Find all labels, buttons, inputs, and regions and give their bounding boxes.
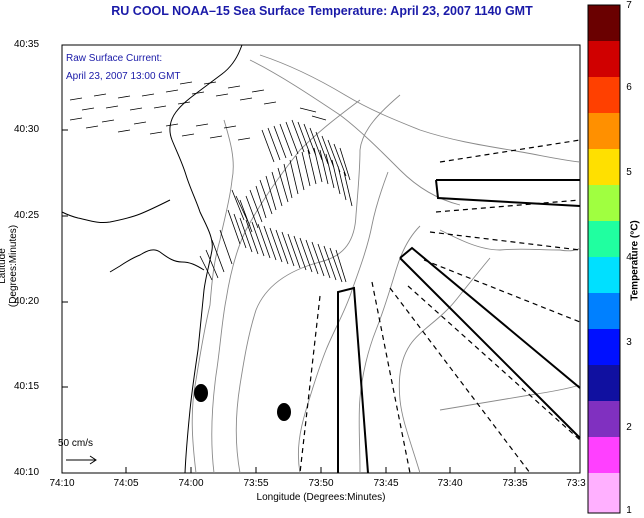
radar-beams (299, 139, 581, 474)
y-tick-label: 40:35 (14, 39, 40, 50)
dashed-line-8 (299, 295, 321, 474)
contour-7 (439, 229, 581, 252)
x-tick-label: 73:3 (566, 478, 586, 489)
coastline-bay (61, 199, 171, 223)
y-tick-label: 40:20 (14, 296, 40, 307)
x-tick-label: 73:40 (437, 478, 463, 489)
beam-dashed-lines (299, 139, 581, 474)
y-tick-label: 40:25 (14, 210, 40, 221)
x-tick-label: 74:05 (113, 478, 139, 489)
colorbar-band (588, 473, 620, 513)
colorbar-tick: 3 (626, 337, 632, 348)
dashed-line-5 (407, 285, 581, 441)
dashed-line-3 (429, 231, 581, 251)
x-axis-label: Longitude (Degrees:Minutes) (256, 492, 386, 503)
x-tick-label: 73:45 (373, 478, 399, 489)
dashed-line-4 (423, 259, 581, 323)
coastline (61, 44, 243, 474)
contour-8 (439, 384, 581, 411)
colorbar-band (588, 401, 620, 437)
current-vector (199, 119, 353, 283)
y-axis-label: Latitude (Degrees:Minutes) (0, 224, 19, 308)
colorbar-frame (587, 4, 621, 514)
colorbar-band (588, 293, 620, 329)
colorbar-tick: 5 (626, 167, 632, 178)
dashed-line-2 (435, 199, 581, 213)
bathymetry-contours (191, 54, 581, 474)
axis-ticks (61, 44, 581, 474)
dashed-line-1 (439, 139, 581, 163)
scale-label: 50 cm/s (58, 438, 94, 449)
beam-upper (435, 179, 581, 207)
contour-4 (297, 171, 389, 474)
colorbar-band (588, 5, 620, 41)
y-tick-label: 40:30 (14, 124, 40, 135)
contour-5 (358, 225, 421, 474)
surface-current-vectors (69, 81, 353, 283)
colorbar-band (588, 221, 620, 257)
contour-9 (259, 54, 581, 163)
station-marker-2 (277, 403, 291, 421)
colorbar-tick: 2 (626, 422, 632, 433)
x-tick-label: 73:35 (502, 478, 528, 489)
colorbar-band (588, 149, 620, 185)
x-tick-label: 74:00 (178, 478, 204, 489)
colorbar (587, 4, 621, 514)
coastline-main (169, 44, 243, 474)
contour-10 (249, 59, 461, 206)
y-tick-label: 40:10 (14, 467, 40, 478)
scale-arrow (66, 455, 97, 465)
x-tick-label: 73:55 (243, 478, 269, 489)
current-vector-sparse (69, 81, 327, 141)
dashed-line-6 (389, 287, 531, 474)
legend-line-1: Raw Surface Current: (66, 53, 163, 64)
colorbar-tick: 6 (626, 82, 632, 93)
coastline-inlet (109, 249, 205, 273)
contour-3 (235, 94, 401, 474)
colorbar-band (588, 329, 620, 365)
contour-6 (398, 257, 491, 474)
dashed-line-7 (371, 281, 411, 474)
colorbar-tick: 7 (626, 0, 632, 11)
colorbar-tick: 4 (626, 252, 632, 263)
colorbar-tick: 1 (626, 505, 632, 516)
y-tick-label: 40:15 (14, 381, 40, 392)
beam-diagonal (399, 246, 581, 439)
beam-vertical (337, 286, 369, 474)
x-tick-label: 74:10 (49, 478, 75, 489)
colorbar-band (588, 437, 620, 473)
legend-line-2: April 23, 2007 13:00 GMT (66, 71, 181, 82)
colorbar-band (588, 41, 620, 77)
colorbar-band (588, 185, 620, 221)
colorbar-band (588, 77, 620, 113)
x-tick-label: 73:50 (308, 478, 334, 489)
plot-frame (61, 44, 581, 474)
contour-2 (211, 99, 361, 474)
map-title: RU COOL NOAA–15 Sea Surface Temperature:… (111, 4, 533, 18)
contour-1 (191, 119, 234, 474)
colorbar-band (588, 257, 620, 293)
colorbar-band (588, 365, 620, 401)
station-marker-1 (194, 384, 208, 402)
colorbar-band (588, 113, 620, 149)
